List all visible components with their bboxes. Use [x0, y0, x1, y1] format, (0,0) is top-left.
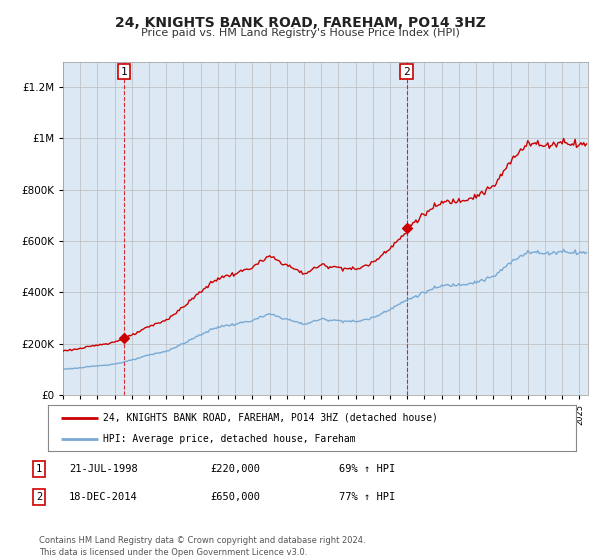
Text: 69% ↑ HPI: 69% ↑ HPI: [339, 464, 395, 474]
Point: [402, 224, 412, 233]
Text: HPI: Average price, detached house, Fareham: HPI: Average price, detached house, Fare…: [103, 434, 356, 444]
Text: 21-JUL-1998: 21-JUL-1998: [69, 464, 138, 474]
Text: Contains HM Land Registry data © Crown copyright and database right 2024.
This d: Contains HM Land Registry data © Crown c…: [39, 536, 365, 557]
Text: 1: 1: [36, 464, 42, 474]
Text: £650,000: £650,000: [210, 492, 260, 502]
Text: 2: 2: [403, 67, 410, 77]
Text: 24, KNIGHTS BANK ROAD, FAREHAM, PO14 3HZ (detached house): 24, KNIGHTS BANK ROAD, FAREHAM, PO14 3HZ…: [103, 413, 439, 423]
Text: Price paid vs. HM Land Registry's House Price Index (HPI): Price paid vs. HM Land Registry's House …: [140, 28, 460, 38]
Point: [119, 334, 129, 343]
Text: 77% ↑ HPI: 77% ↑ HPI: [339, 492, 395, 502]
Text: 2: 2: [36, 492, 42, 502]
Text: £220,000: £220,000: [210, 464, 260, 474]
Text: 24, KNIGHTS BANK ROAD, FAREHAM, PO14 3HZ: 24, KNIGHTS BANK ROAD, FAREHAM, PO14 3HZ: [115, 16, 485, 30]
Text: 1: 1: [121, 67, 127, 77]
Text: 18-DEC-2014: 18-DEC-2014: [69, 492, 138, 502]
